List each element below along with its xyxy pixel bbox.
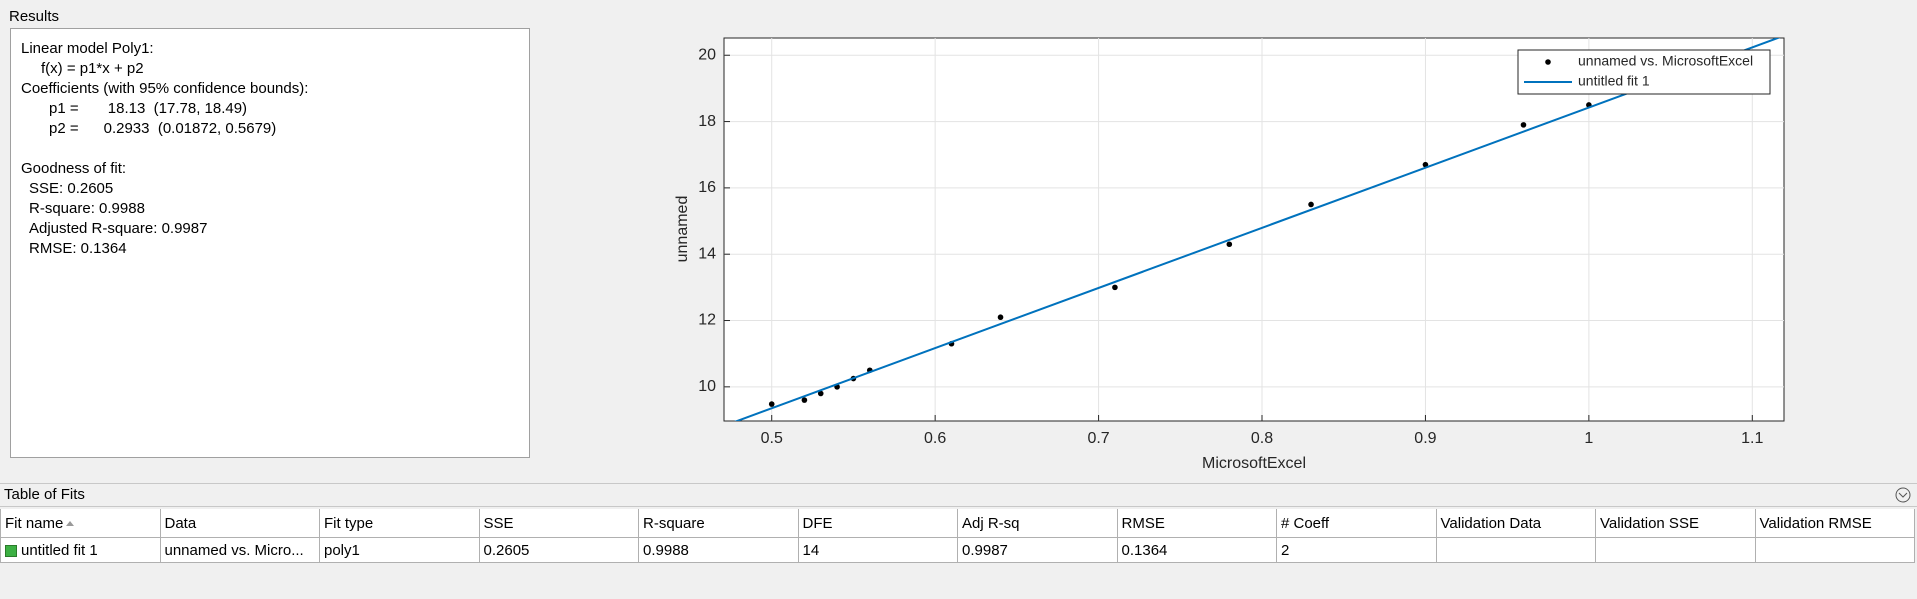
table-title-bar: Table of Fits (0, 483, 1917, 507)
cell-text: poly1 (324, 541, 360, 559)
column-header[interactable]: DFE (797, 509, 958, 538)
y-tick-label: 10 (698, 378, 716, 395)
column-header-text: RMSE (1121, 514, 1165, 532)
cell-text: 0.9988 (643, 541, 689, 559)
data-point (997, 314, 1004, 321)
result-line: RMSE: 0.1364 (29, 240, 127, 257)
column-header-text: Validation SSE (1600, 514, 1699, 532)
column-header-text: R-square (643, 514, 705, 532)
table-cell: poly1 (319, 537, 480, 563)
sort-arrow (66, 521, 75, 527)
table-header: Fit name Data Fit type SSE R-square DFE Adj R-… (0, 509, 1915, 538)
plot-content (734, 38, 1781, 421)
collapse-button[interactable] (1895, 487, 1911, 503)
result-line: f(x) = p1*x + p2 (41, 60, 144, 77)
y-tick-label: 18 (698, 113, 716, 130)
results-panel: Linear model Poly1: f(x) = p1*x + p2 Coe… (10, 28, 530, 458)
cell-text: 14 (802, 541, 820, 559)
table-row[interactable]: untitled fit 1 unnamed vs. Micro... poly1 0… (0, 537, 1915, 563)
results-title: Results (9, 8, 60, 25)
x-tick-label: 0.7 (1087, 430, 1109, 447)
column-header[interactable]: Adj R-sq (957, 509, 1118, 538)
y-axis-label: unnamed (674, 196, 691, 263)
table-cell: 0.9988 (638, 537, 799, 563)
y-tick-label: 14 (698, 245, 716, 262)
table-cell (1435, 537, 1596, 563)
data-point (1308, 201, 1314, 208)
data-point (801, 397, 808, 403)
legend-label: unnamed vs. MicrosoftExcel (1578, 53, 1753, 69)
y-tick-label: 20 (698, 46, 716, 63)
column-header-text: Validation RMSE (1759, 514, 1872, 532)
result-line: R-square: 0.9988 (29, 200, 145, 217)
table-cell: 14 (797, 537, 958, 563)
column-header-text: # Coeff (1281, 514, 1330, 532)
column-header-text: DFE (802, 514, 833, 532)
column-header[interactable]: RMSE (1116, 509, 1277, 538)
x-tick-label: 0.6 (924, 430, 946, 447)
cell-text: 2 (1281, 541, 1290, 559)
plot-area (723, 37, 1785, 422)
table-cell: untitled fit 1 (0, 537, 161, 563)
fit-line (734, 38, 1781, 421)
data-point (1226, 241, 1233, 248)
chart: MicrosoftExcel unnamed 0.5 0.6 0.7 0.8 0.9 1 1… (674, 37, 1785, 473)
table-cell: 0.2605 (478, 537, 639, 563)
column-header[interactable]: Validation SSE (1595, 509, 1756, 538)
result-line: SSE: 0.2605 (29, 180, 114, 197)
column-header-text: Data (164, 514, 197, 532)
cell-text: unnamed vs. Micro... (164, 541, 304, 559)
cell-text: 0.2605 (483, 541, 530, 559)
result-line: Goodness of fit: (21, 160, 127, 177)
table-cell: unnamed vs. Micro... (159, 537, 320, 563)
column-header-text: Validation Data (1440, 514, 1542, 532)
data-point (768, 401, 775, 407)
cell-text: 0.1364 (1121, 541, 1168, 559)
y-tick-label: 16 (698, 179, 716, 196)
column-header[interactable]: Fit type (319, 509, 480, 538)
column-header[interactable]: SSE (478, 509, 639, 538)
x-tick-label: 1 (1584, 430, 1593, 447)
table-cell: 0.1364 (1116, 537, 1277, 563)
table-cell: 2 (1276, 537, 1437, 563)
result-line: Adjusted R-square: 0.9987 (29, 220, 208, 237)
result-line: Linear model Poly1: (21, 40, 154, 57)
result-line: p2 = 0.2933 (0.01872, 0.5679) (49, 120, 277, 137)
x-tick-label: 1.1 (1741, 430, 1763, 447)
table-cell (1754, 537, 1915, 563)
data-point (1520, 122, 1527, 128)
fit-icon (5, 544, 17, 557)
cell-text: untitled fit 1 (21, 541, 98, 559)
fits-table: Fit name Data Fit type SSE R-square DFE Adj R-… (0, 509, 1915, 563)
data-point (1422, 161, 1429, 168)
x-tick-label: 0.5 (761, 430, 783, 447)
data-point (817, 390, 824, 397)
column-header[interactable]: # Coeff (1276, 509, 1437, 538)
x-tick-label: 0.8 (1251, 430, 1273, 447)
table-title: Table of Fits (4, 486, 85, 503)
column-header-text: Fit name (5, 514, 64, 532)
y-tick-label: 12 (698, 312, 716, 329)
table-cell: 0.9987 (957, 537, 1118, 563)
result-line: Coefficients (with 95% confidence bounds… (21, 80, 309, 97)
legend-marker (1545, 59, 1551, 65)
column-header-text: Fit type (324, 514, 374, 532)
result-line: p1 = 18.13 (17.78, 18.49) (49, 100, 248, 117)
data-point (1112, 284, 1118, 291)
table-cell (1595, 537, 1756, 563)
x-axis-label: MicrosoftExcel (1202, 455, 1306, 472)
column-header[interactable]: Data (159, 509, 320, 538)
column-header-text: SSE (483, 514, 514, 532)
column-header-text: Adj R-sq (962, 514, 1020, 532)
legend-label: untitled fit 1 (1578, 73, 1650, 89)
cell-text: 0.9987 (962, 541, 1008, 559)
column-header[interactable]: Fit name (0, 509, 161, 538)
x-tick-label: 0.9 (1414, 430, 1436, 447)
legend (1517, 49, 1771, 95)
column-header[interactable]: Validation RMSE (1754, 509, 1915, 538)
column-header[interactable]: R-square (638, 509, 799, 538)
column-header[interactable]: Validation Data (1435, 509, 1596, 538)
